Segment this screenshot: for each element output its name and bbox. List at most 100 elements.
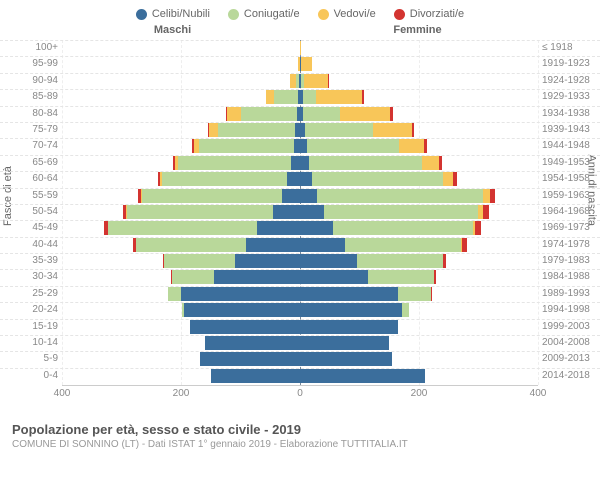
bar-f: [300, 139, 427, 153]
legend-label: Celibi/Nubili: [152, 8, 210, 20]
bar-f: [300, 41, 301, 55]
seg: [305, 123, 373, 137]
seg: [108, 221, 257, 235]
seg: [211, 369, 300, 383]
legend-item: Divorziati/e: [394, 8, 464, 20]
seg: [300, 254, 357, 268]
age-label: 25-29: [14, 286, 58, 302]
bar-f: [300, 156, 442, 170]
bar-f: [300, 90, 364, 104]
birth-label: 1944-1948: [542, 138, 600, 154]
seg: [199, 139, 294, 153]
seg: [300, 205, 324, 219]
seg: [218, 123, 295, 137]
seg: [412, 123, 414, 137]
chart-title: Popolazione per età, sesso e stato civil…: [12, 422, 588, 437]
bar-f: [300, 57, 312, 71]
age-label: 10-14: [14, 335, 58, 351]
bar-m: [138, 189, 300, 203]
age-row: 55-591959-1963: [62, 188, 538, 204]
bar-m: [171, 270, 300, 284]
footer: Popolazione per età, sesso e stato civil…: [0, 416, 600, 450]
seg: [357, 254, 443, 268]
age-row: 70-741944-1948: [62, 138, 538, 154]
bar-f: [300, 270, 436, 284]
age-row: 95-991919-1923: [62, 56, 538, 72]
age-label: 15-19: [14, 319, 58, 335]
bar-f: [300, 287, 432, 301]
age-row: 20-241994-1998: [62, 302, 538, 318]
seg: [300, 221, 333, 235]
age-row: 80-841934-1938: [62, 106, 538, 122]
legend-label: Coniugati/e: [244, 8, 300, 20]
seg: [300, 270, 368, 284]
age-label: 30-34: [14, 269, 58, 285]
chart-area: Fasce di età Anni di nascita 100+≤ 19189…: [0, 36, 600, 416]
legend-swatch: [318, 9, 329, 20]
birth-label: 1929-1933: [542, 89, 600, 105]
seg: [333, 221, 473, 235]
x-tick: 200: [411, 388, 428, 399]
age-row: 5-92009-2013: [62, 351, 538, 367]
birth-label: 1934-1938: [542, 106, 600, 122]
birth-label: 1984-1988: [542, 269, 600, 285]
age-row: 40-441974-1978: [62, 237, 538, 253]
age-label: 40-44: [14, 237, 58, 253]
bar-m: [200, 352, 300, 366]
seg: [312, 172, 443, 186]
seg: [422, 156, 439, 170]
bar-f: [300, 205, 489, 219]
age-label: 95-99: [14, 56, 58, 72]
birth-label: 1979-1983: [542, 253, 600, 269]
bar-m: [226, 107, 300, 121]
seg: [300, 41, 301, 55]
seg: [317, 189, 484, 203]
birth-label: 2014-2018: [542, 368, 600, 384]
seg: [483, 189, 490, 203]
seg: [373, 123, 412, 137]
age-row: 65-691949-1953: [62, 155, 538, 171]
section-labels: Maschi Femmine: [0, 24, 600, 36]
bar-f: [300, 303, 409, 317]
x-tick: 0: [297, 388, 303, 399]
age-label: 70-74: [14, 138, 58, 154]
seg: [340, 107, 391, 121]
bar-m: [133, 238, 300, 252]
seg: [300, 336, 389, 350]
seg: [300, 320, 398, 334]
seg: [300, 156, 309, 170]
age-row: 75-791939-1943: [62, 122, 538, 138]
age-label: 60-64: [14, 171, 58, 187]
bar-f: [300, 123, 414, 137]
age-row: 60-641954-1958: [62, 171, 538, 187]
birth-label: 1924-1928: [542, 73, 600, 89]
seg: [443, 172, 454, 186]
seg: [168, 287, 181, 301]
x-tick: 200: [173, 388, 190, 399]
age-label: 35-39: [14, 253, 58, 269]
seg: [300, 189, 317, 203]
seg: [205, 336, 300, 350]
seg: [362, 90, 364, 104]
bar-m: [168, 287, 300, 301]
seg: [462, 238, 467, 252]
legend-item: Celibi/Nubili: [136, 8, 210, 20]
seg: [483, 205, 488, 219]
chart-subtitle: COMUNE DI SONNINO (LT) - Dati ISTAT 1° g…: [12, 439, 588, 450]
seg: [424, 139, 426, 153]
bar-m: [163, 254, 300, 268]
bar-m: [190, 320, 300, 334]
seg: [235, 254, 300, 268]
x-tick: 400: [530, 388, 547, 399]
legend-label: Vedovi/e: [334, 8, 376, 20]
legend-swatch: [228, 9, 239, 20]
bar-f: [300, 369, 425, 383]
males-header: Maschi: [0, 24, 295, 36]
seg: [273, 205, 300, 219]
seg: [453, 172, 457, 186]
bar-m: [290, 74, 300, 88]
seg: [490, 189, 495, 203]
age-row: 30-341984-1988: [62, 269, 538, 285]
seg: [304, 74, 328, 88]
seg: [398, 287, 431, 301]
